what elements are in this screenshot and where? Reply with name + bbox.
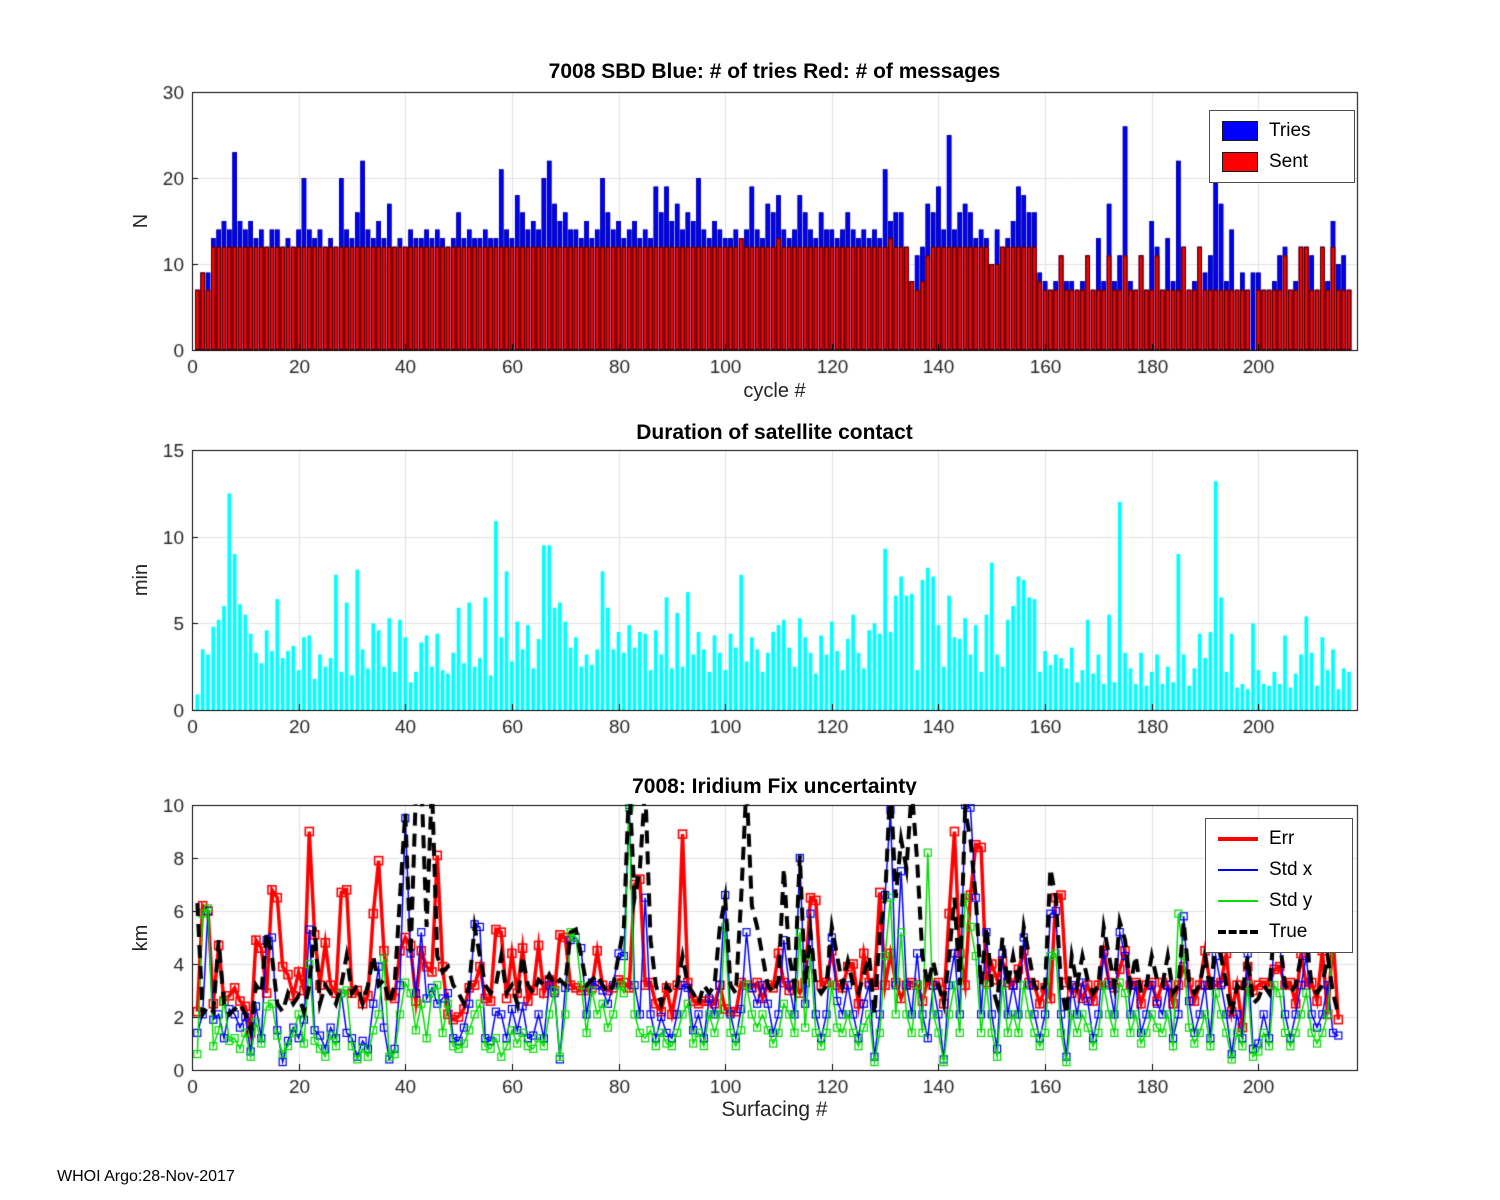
legend-label-err: Err [1269,828,1295,849]
legend-uncertainty: Err Std x Std y True [1205,818,1353,953]
stdx-line-swatch [1218,869,1258,871]
legend-label-true: True [1269,921,1308,942]
legend-item-sent: Sent [1222,151,1342,173]
tries-color-swatch [1222,121,1258,141]
legend-item-err: Err [1218,828,1340,850]
chart-title-duration: Duration of satellite contact [636,421,913,444]
y-axis-label-min: min [130,563,152,597]
uncertainty-chart-canvas [130,795,1380,1110]
legend-label-stdy: Std y [1269,890,1313,911]
legend-item-tries: Tries [1222,120,1342,142]
stdy-line-swatch [1218,900,1258,902]
legend-item-stdy: Std y [1218,890,1340,912]
legend-label-tries: Tries [1269,120,1311,141]
legend-item-stdx: Std x [1218,859,1340,881]
sent-color-swatch [1222,152,1258,172]
chart-title-tries-sent: 7008 SBD Blue: # of tries Red: # of mess… [548,60,1001,83]
legend-label-sent: Sent [1269,151,1309,172]
tries-sent-chart-canvas [130,82,1380,397]
y-axis-label-km: km [130,924,152,952]
legend-item-true: True [1218,921,1340,943]
duration-chart-canvas [130,440,1380,755]
err-line-swatch [1218,837,1258,841]
figure-footer-text: WHOI Argo:28-Nov-2017 [57,1168,235,1185]
true-line-swatch [1218,930,1258,934]
x-axis-label-surfacing: Surfacing # [721,1098,828,1121]
chart-title-uncertainty: 7008: Iridium Fix uncertainty [632,775,917,798]
legend-tries-sent: Tries Sent [1209,110,1355,183]
x-axis-label-cycle: cycle # [743,380,806,402]
y-axis-label-n: N [130,213,152,229]
legend-label-stdx: Std x [1269,859,1313,880]
